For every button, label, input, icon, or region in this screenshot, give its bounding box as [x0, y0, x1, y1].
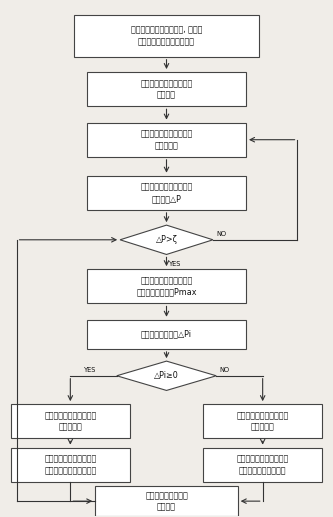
FancyBboxPatch shape [95, 486, 238, 516]
FancyBboxPatch shape [11, 448, 130, 482]
Text: 将有功指令按一定方式分
配，由非样板逆变器调节: 将有功指令按一定方式分 配，由非样板逆变器调节 [44, 454, 97, 475]
FancyBboxPatch shape [87, 72, 246, 107]
Text: NO: NO [219, 367, 229, 373]
Text: YES: YES [84, 367, 97, 373]
FancyBboxPatch shape [11, 404, 130, 438]
Text: 计算光伏电站样板逆变器
最大可发有功功率Pmax: 计算光伏电站样板逆变器 最大可发有功功率Pmax [136, 276, 197, 297]
Text: 计算光伏电站有功功率调
节变化量△P: 计算光伏电站有功功率调 节变化量△P [141, 183, 192, 203]
FancyBboxPatch shape [87, 176, 246, 210]
Text: 获取光伏电站并网点实际
有功功率: 获取光伏电站并网点实际 有功功率 [141, 79, 192, 99]
Text: 计算有功功率偏差△Pi: 计算有功功率偏差△Pi [141, 330, 192, 339]
Text: 保持样板逆变器以最大出
力模式运行: 保持样板逆变器以最大出 力模式运行 [44, 411, 97, 432]
Text: △P>ζ: △P>ζ [156, 235, 177, 245]
FancyBboxPatch shape [74, 16, 259, 57]
Text: NO: NO [216, 231, 226, 237]
Polygon shape [117, 361, 216, 390]
FancyBboxPatch shape [203, 404, 322, 438]
Text: 获取光伏电站并网点有功
功率目标值: 获取光伏电站并网点有功 功率目标值 [141, 129, 192, 150]
Text: YES: YES [168, 261, 181, 267]
FancyBboxPatch shape [87, 320, 246, 349]
Text: 将有功指令按一定方式分
配，由样板逆变器调节: 将有功指令按一定方式分 配，由样板逆变器调节 [236, 454, 289, 475]
FancyBboxPatch shape [87, 123, 246, 157]
Text: 等待逆变器执行指令
动作完成: 等待逆变器执行指令 动作完成 [145, 491, 188, 511]
Text: 非样板逆变器降低出力直
到全部停机: 非样板逆变器降低出力直 到全部停机 [236, 411, 289, 432]
FancyBboxPatch shape [203, 448, 322, 482]
FancyBboxPatch shape [87, 269, 246, 303]
Text: 获取光伏电站逆变器信息, 将样板
逆变器和非样板逆变器分组: 获取光伏电站逆变器信息, 将样板 逆变器和非样板逆变器分组 [131, 26, 202, 47]
Polygon shape [120, 225, 213, 254]
Text: △Pi≥0: △Pi≥0 [154, 371, 179, 381]
